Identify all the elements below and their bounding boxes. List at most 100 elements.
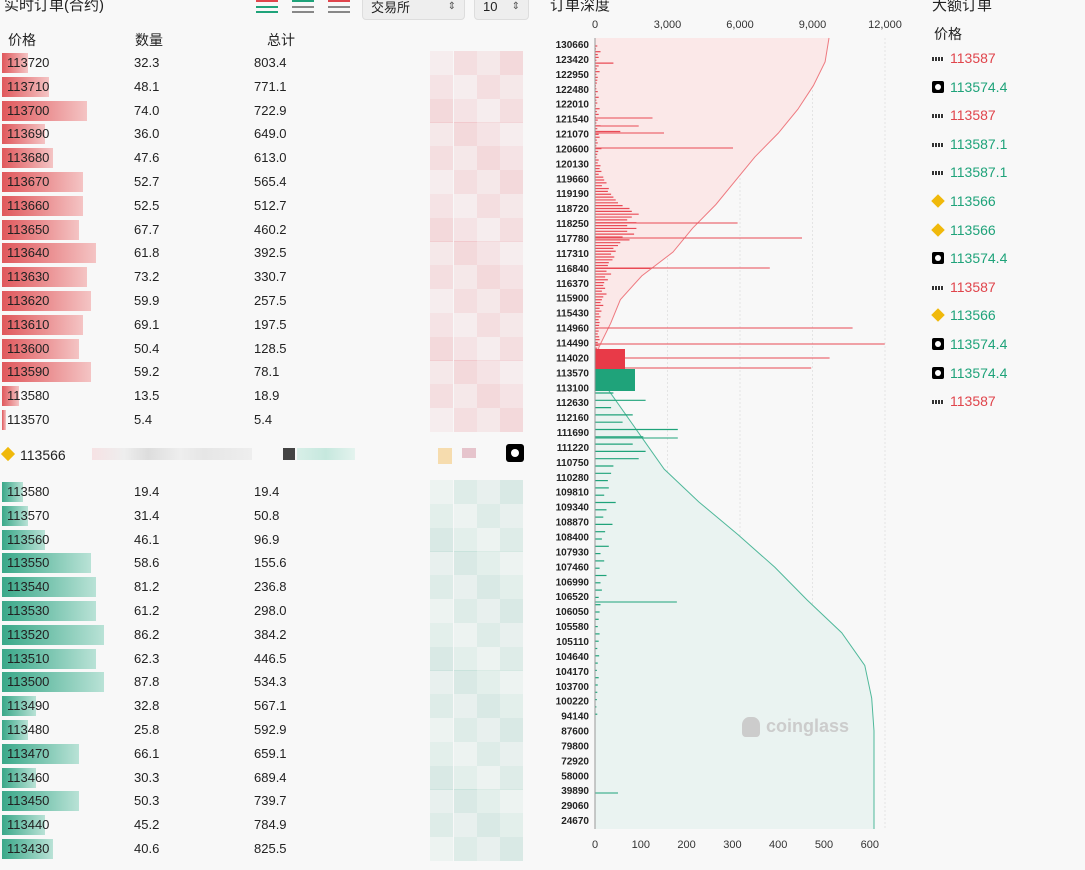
big-order-row[interactable]: 113574.4 [932,333,1082,355]
depth-select[interactable]: 10 ⇕ [474,0,529,20]
price-axis-label: 115900 [556,294,589,305]
bid-heat-cell [454,694,477,719]
ask-price: 113650 [7,221,50,237]
ask-row[interactable]: 113640 61.8 392.5 [2,241,427,265]
bid-row[interactable]: 113460 30.3 689.4 [2,766,427,790]
bid-row[interactable]: 113540 81.2 236.8 [2,575,427,599]
show-asks-icon[interactable] [328,0,350,13]
ask-row[interactable]: 113650 67.7 460.2 [2,218,427,242]
big-order-row[interactable]: 113587.1 [932,133,1082,155]
bid-heat-cell [500,551,523,576]
bid-total: 96.9 [254,531,280,547]
ask-heat-cell [430,193,453,218]
show-both-icon[interactable] [256,0,278,13]
big-orders-col-price: 价格 [934,26,962,42]
bid-row[interactable]: 113560 46.1 96.9 [2,528,427,552]
bid-price: 113520 [7,626,50,642]
ask-row[interactable]: 113660 52.5 512.7 [2,194,427,218]
big-order-row[interactable]: 113574.4 [932,247,1082,269]
ask-row[interactable]: 113700 74.0 722.9 [2,99,427,123]
bid-row[interactable]: 113580 19.4 19.4 [2,480,427,504]
big-order-row[interactable]: 113566 [931,304,1082,326]
bid-row[interactable]: 113510 62.3 446.5 [2,647,427,671]
bid-row[interactable]: 113490 32.8 567.1 [2,694,427,718]
big-order-row[interactable]: 113587 [932,104,1082,126]
ask-depth-bar [2,386,19,407]
show-bids-icon[interactable] [292,0,314,13]
bid-heat-cell [477,503,500,528]
ask-row[interactable]: 113590 59.2 78.1 [2,360,427,384]
bid-qty: 32.8 [134,698,160,714]
bid-qty: 40.6 [134,841,160,856]
big-order-row[interactable]: 113566 [931,219,1082,241]
price-axis-label: 117780 [556,234,589,245]
bid-row[interactable]: 113530 61.2 298.0 [2,599,427,623]
bid-depth-bar [2,743,79,764]
bid-depth-bar [2,482,24,502]
big-order-row[interactable]: 113587 [932,276,1082,298]
bid-qty: 31.4 [134,507,160,523]
big-order-row[interactable]: 113587 [932,390,1082,412]
bid-heat-cell [454,765,477,790]
ask-row[interactable]: 113710 48.1 771.1 [2,75,427,99]
ask-qty: 13.5 [134,388,160,404]
big-order-price: 113587 [950,393,996,410]
bid-row[interactable]: 113480 25.8 592.9 [2,718,427,742]
ask-row[interactable]: 113670 52.7 565.4 [2,170,427,194]
bid-qty: 50.3 [134,793,160,809]
bid-qty: 61.2 [134,603,160,618]
big-order-row[interactable]: 113587.1 [932,161,1082,183]
ask-row[interactable]: 113580 13.5 18.9 [2,384,427,408]
price-axis-label: 115430 [556,309,589,320]
bid-row[interactable]: 113570 31.4 50.8 [2,504,427,528]
ask-depth-bar [2,410,7,430]
bid-heat-cell [454,622,477,647]
price-axis-label: 105110 [556,637,589,648]
big-order-row[interactable]: 113574.4 [932,76,1082,98]
bid-row[interactable]: 113500 87.8 534.3 [2,670,427,694]
ask-row[interactable]: 113680 47.6 613.0 [2,146,427,170]
col-header-qty: 数量 [135,32,163,48]
bid-depth-bar [2,720,28,740]
price-axis-label: 100220 [556,697,590,708]
ask-row[interactable]: 113690 36.0 649.0 [2,122,427,146]
bid-row[interactable]: 113550 58.6 155.6 [2,551,427,575]
price-axis-label: 24670 [561,816,589,827]
bid-price: 113490 [7,698,50,714]
bid-row[interactable]: 113520 86.2 384.2 [2,623,427,647]
ask-total: 803.4 [254,55,287,70]
bid-row[interactable]: 113450 50.3 739.7 [2,789,427,813]
bid-heat-cell [477,670,500,695]
price-axis-label: 120130 [556,159,590,170]
bid-heat-cell [454,599,477,623]
bid-row[interactable]: 113440 45.2 784.9 [2,813,427,837]
bid-heat-cell [500,480,523,504]
ask-heat-cell [500,217,523,242]
ask-row[interactable]: 113610 69.1 197.5 [2,313,427,337]
mid-heat-orange [438,448,452,464]
ask-row[interactable]: 113720 32.3 803.4 [2,51,427,75]
ask-row[interactable]: 113620 59.9 257.5 [2,289,427,313]
ask-total: 613.0 [254,150,287,166]
coinglass-logo-icon [742,716,760,737]
ask-row[interactable]: 113630 73.2 330.7 [2,265,427,289]
ask-heat-cell [430,74,453,99]
price-axis-label: 112630 [556,398,589,409]
ask-row[interactable]: 113570 5.4 5.4 [2,408,427,432]
bid-row[interactable]: 113470 66.1 659.1 [2,742,427,766]
bid-price: 113570 [7,507,50,523]
bid-row[interactable]: 113430 40.6 825.5 [2,837,427,861]
big-order-row[interactable]: 113574.4 [932,362,1082,384]
ask-qty: 52.5 [134,197,160,213]
ask-qty: 67.7 [134,221,160,237]
bid-heat-cell [430,765,453,790]
ask-heat-cell [500,408,523,432]
ask-row[interactable]: 113600 50.4 128.5 [2,337,427,361]
big-order-row[interactable]: 113566 [931,190,1082,212]
bottom-axis-tick: 600 [861,839,879,851]
col-header-price: 价格 [8,32,36,48]
ask-heat-cell [500,265,523,290]
price-axis-label: 122010 [556,100,590,111]
big-order-row[interactable]: 113587 [932,47,1082,69]
exchange-select[interactable]: 交易所 ⇕ [362,0,465,20]
